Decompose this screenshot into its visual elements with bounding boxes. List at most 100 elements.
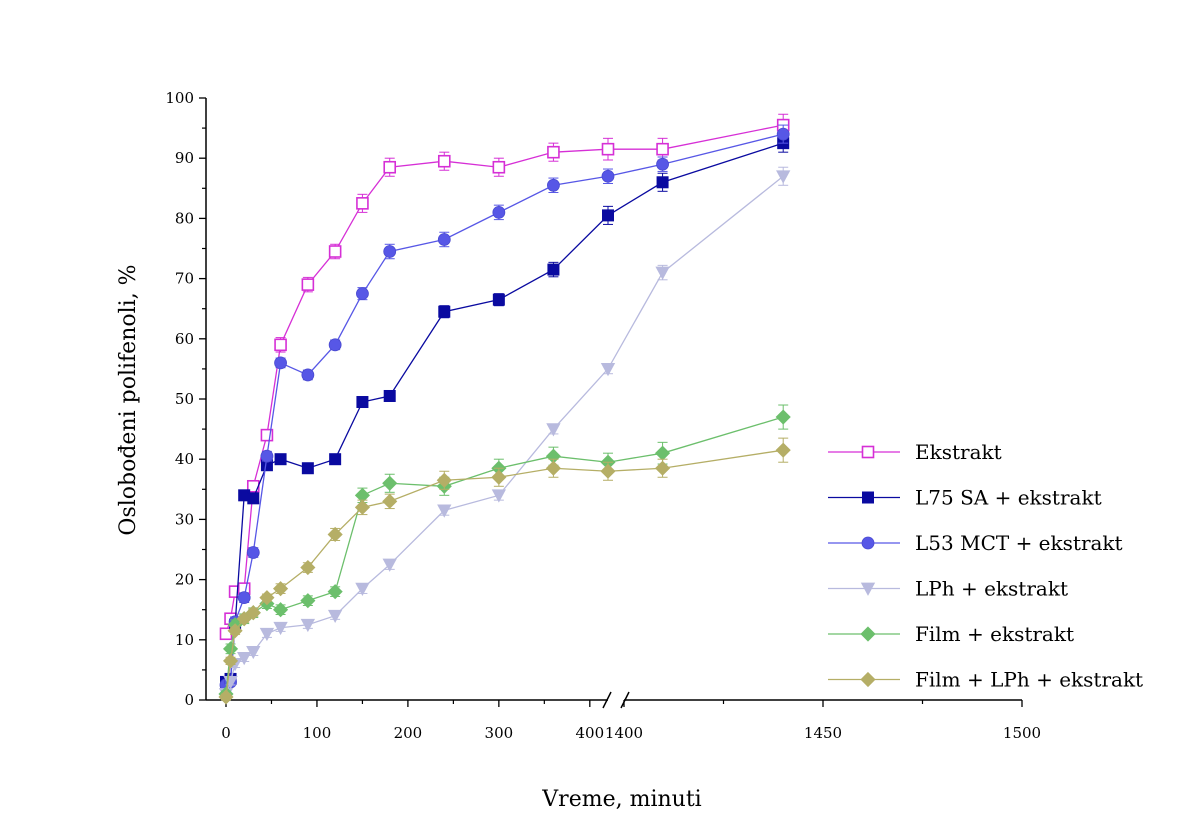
y-tick-label: 50 [175,390,194,408]
legend: Ekstrakt L75 SA + ekstrakt L53 MCT + ekstr… [828,440,1143,692]
legend-item: Film + LPh + ekstrakt [828,668,1143,692]
data-point [355,582,370,596]
data-point [382,558,397,572]
data-point [356,197,369,210]
series-line [225,416,784,695]
data-point [259,590,275,606]
data-point [546,423,561,437]
legend-swatch-marker [861,536,875,550]
data-point [655,460,671,476]
y-tick-label: 40 [175,450,194,468]
x-tick-label: 1400 [605,724,643,742]
data-point [237,591,251,605]
data-point [437,233,451,246]
legend-item: Ekstrakt [828,440,1002,464]
data-point [328,245,342,258]
data-point [655,445,671,461]
data-point [491,469,507,485]
data-point [245,605,261,621]
series-line [225,175,784,695]
legend-label: Film + ekstrakt [915,622,1074,646]
data-point [274,338,287,352]
data-point [602,209,614,222]
data-point [383,389,396,402]
series-4 [218,166,791,702]
legend-swatch-marker [860,626,876,642]
data-point [776,170,791,184]
data-point [237,651,252,666]
data-point [260,449,274,463]
data-point [383,160,397,174]
data-point [382,493,398,509]
series-5 [218,404,791,702]
legend-item: LPh + ekstrakt [828,577,1068,601]
data-point [274,356,287,370]
x-tick-label: 200 [394,724,423,742]
data-point [356,396,369,409]
data-point [301,462,314,475]
legend-label: L53 MCT + ekstrakt [915,531,1123,555]
data-point [236,611,252,627]
data-point [547,178,560,192]
data-point [382,475,398,491]
x-tick-label: 100 [303,724,332,742]
x-tick-label: 300 [485,724,514,742]
series-3 [219,124,790,692]
data-point [656,176,669,189]
data-point [600,463,616,479]
data-point [775,409,791,425]
data-point [600,362,616,377]
x-tick-label: 0 [221,724,231,742]
legend-label: L75 SA + ekstrakt [915,486,1102,510]
data-point [273,602,289,618]
data-point [492,293,505,306]
legend-swatch-marker [860,671,876,688]
data-point [260,428,274,442]
series-layer [218,113,791,705]
data-point [329,453,342,466]
data-point [656,142,669,156]
series-1 [219,113,790,641]
y-tick-label: 30 [175,510,194,528]
legend-item: L75 SA + ekstrakt [828,486,1102,510]
legend-label: Ekstrakt [915,440,1002,464]
legend-swatch-marker [861,445,875,459]
y-axis-title: Oslobođeni polifenoli, % [116,264,141,535]
data-point [437,504,452,518]
data-point [300,593,316,609]
y-tick-label: 80 [175,209,194,227]
x-axis-title: Vreme, minuti [541,787,701,812]
data-point [383,245,397,258]
data-point [655,266,670,280]
data-point [259,627,275,642]
data-point [491,489,507,503]
data-point [776,127,790,141]
data-point [300,559,316,576]
data-point [492,205,506,219]
data-point [436,472,452,488]
y-tick-label: 20 [175,571,194,589]
data-point [492,160,506,174]
data-point [273,621,288,636]
y-tick-label: 60 [175,330,194,348]
data-point [222,653,239,669]
data-point [301,368,315,382]
legend-item: Film + ekstrakt [828,622,1074,646]
legend-swatch-marker [860,582,876,596]
data-point [601,142,615,156]
legend-label: LPh + ekstrakt [915,577,1068,601]
data-point [227,623,243,639]
data-point [327,609,343,624]
x-tick-label: 400 [575,724,604,742]
data-point [545,460,561,476]
x-tick-label: 1500 [1003,724,1041,742]
axis-break-mark [602,691,612,709]
y-tick-label: 90 [175,149,194,167]
data-point [246,645,261,660]
data-point [300,618,316,633]
data-point [247,492,260,505]
axis-break-mark [620,691,630,709]
data-point [274,453,287,466]
